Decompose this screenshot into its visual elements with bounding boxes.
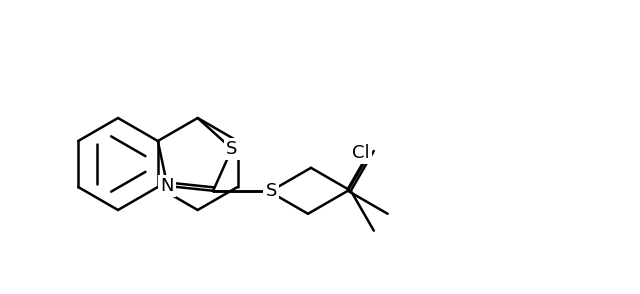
Text: S: S: [226, 140, 237, 158]
Text: Cl: Cl: [352, 144, 370, 162]
Text: S: S: [266, 182, 277, 200]
Text: N: N: [161, 177, 174, 195]
